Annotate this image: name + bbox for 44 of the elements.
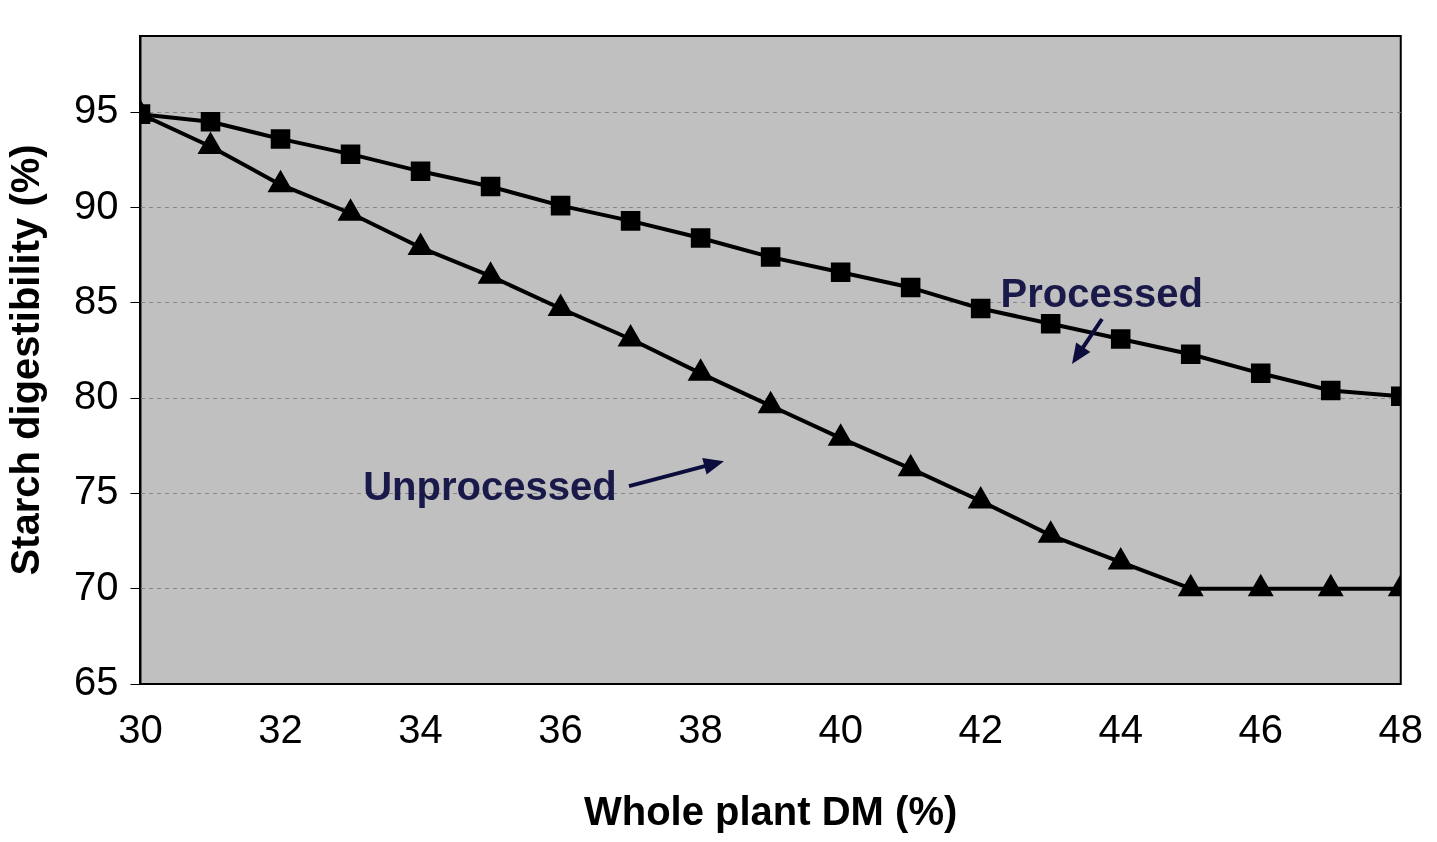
point	[970, 298, 991, 319]
point	[480, 176, 501, 197]
x-tick-label: 36	[538, 707, 583, 752]
x-tick-label: 42	[958, 707, 1003, 752]
point	[410, 161, 431, 182]
x-tick-label: 48	[1378, 707, 1423, 752]
point	[340, 144, 361, 164]
y-tick-label: 95	[73, 87, 119, 132]
y-tick-label: 85	[73, 277, 119, 322]
y-tick-label: 80	[73, 373, 119, 418]
x-tick-label: 30	[118, 707, 163, 752]
point	[1110, 329, 1131, 349]
point	[969, 488, 993, 509]
series-label: Processed	[1000, 270, 1203, 316]
x-tick-label: 34	[398, 707, 443, 752]
x-tick-label: 38	[678, 707, 723, 752]
point	[619, 326, 643, 347]
point	[1109, 549, 1133, 570]
y-tick-label: 65	[73, 659, 119, 704]
point	[830, 262, 851, 283]
point	[1039, 522, 1063, 543]
point	[760, 247, 781, 267]
point	[1320, 380, 1341, 401]
y-axis-title: Starch digestibility (%)	[3, 144, 48, 576]
point	[1180, 344, 1201, 365]
y-tick-label: 70	[73, 563, 119, 608]
point	[550, 195, 571, 216]
point	[200, 111, 221, 132]
point	[829, 425, 853, 446]
x-tick-label: 44	[1098, 707, 1143, 752]
point	[1040, 314, 1061, 334]
point	[620, 211, 641, 231]
x-tick-label: 40	[818, 707, 863, 752]
point	[900, 277, 921, 298]
point	[1250, 363, 1271, 384]
point	[689, 360, 713, 381]
point	[270, 129, 291, 149]
x-tick-label: 46	[1238, 707, 1283, 752]
y-tick-label: 90	[73, 182, 119, 227]
y-tick-label: 75	[73, 468, 119, 513]
x-tick-label: 32	[258, 707, 303, 752]
point	[690, 228, 711, 248]
x-axis-title: Whole plant DM (%)	[583, 789, 958, 834]
text: Unprocessed	[363, 464, 617, 510]
